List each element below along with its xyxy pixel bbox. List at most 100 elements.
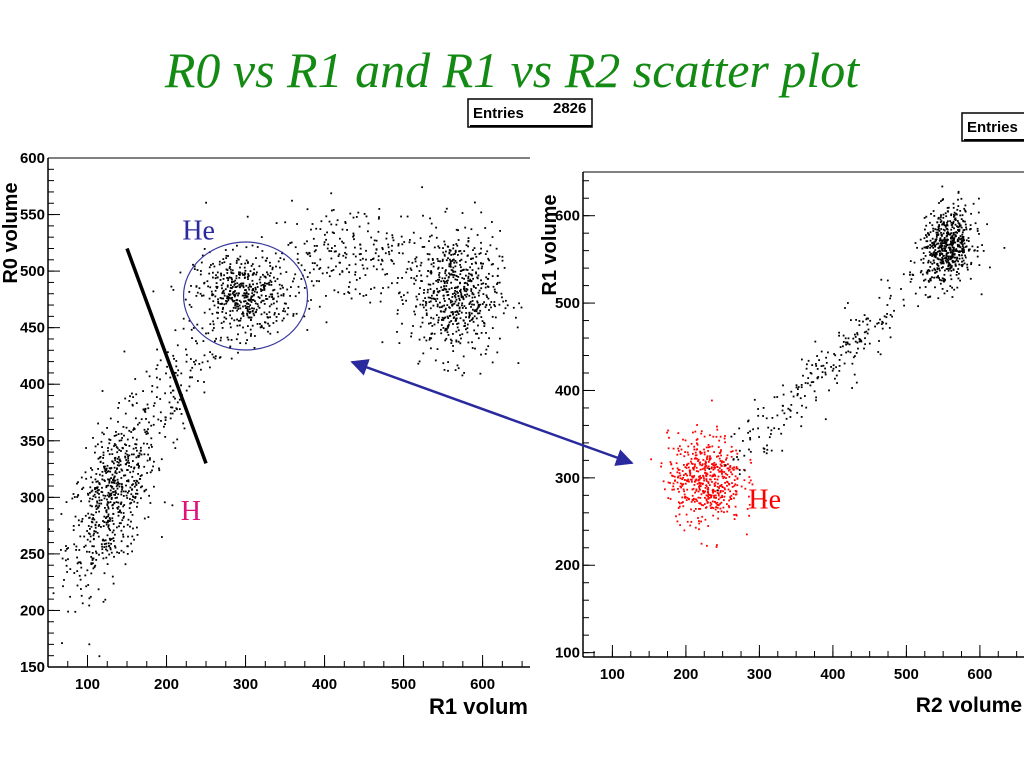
right-scatter-point: [956, 257, 959, 260]
right-scatter-point: [963, 249, 965, 251]
left-scatter-point: [127, 457, 130, 460]
right-scatter-point: [683, 490, 685, 493]
left-scatter-point: [306, 276, 309, 278]
left-scatter-point: [203, 381, 205, 383]
right-scatter-point: [690, 458, 693, 460]
left-scatter-point: [235, 260, 238, 262]
right-scatter-point: [717, 498, 720, 501]
left-scatter-point: [432, 265, 435, 268]
left-scatter-point: [113, 445, 115, 447]
left-scatter-point: [244, 289, 246, 291]
right-scatter-point: [924, 278, 927, 281]
left-scatter-point: [76, 562, 79, 565]
right-scatter-point: [801, 404, 803, 407]
left-scatter-point: [139, 449, 142, 452]
left-scatter-point: [132, 447, 135, 450]
left-scatter-point: [413, 277, 416, 280]
left-scatter-point: [460, 337, 462, 340]
left-scatter-point: [297, 285, 300, 288]
right-scatter-point: [927, 233, 930, 236]
left-scatter-point: [151, 390, 153, 393]
left-scatter-point: [205, 201, 207, 204]
left-scatter-point: [102, 538, 104, 541]
left-scatter-point: [103, 543, 106, 545]
right-scatter-point: [957, 268, 960, 270]
left-scatter-point: [318, 268, 321, 270]
left-scatter-point: [201, 361, 204, 364]
left-annotation-h: H: [181, 496, 201, 527]
left-y-tick-label: 200: [20, 602, 45, 619]
left-scatter-point: [101, 446, 103, 448]
left-scatter-point: [242, 285, 245, 287]
left-scatter-point: [479, 252, 482, 254]
left-scatter-point: [172, 441, 175, 444]
left-scatter-point: [118, 402, 120, 404]
left-scatter-point: [464, 294, 466, 296]
left-scatter-point: [414, 279, 417, 282]
right-scatter-point: [728, 476, 731, 478]
right-scatter-point: [961, 257, 964, 260]
left-scatter-point: [193, 265, 196, 268]
left-scatter-point: [214, 277, 217, 280]
left-scatter-point: [298, 291, 300, 294]
left-scatter-point: [425, 309, 428, 312]
left-scatter-point: [289, 242, 292, 244]
left-scatter-point: [440, 328, 442, 331]
right-scatter-point: [925, 246, 928, 248]
right-scatter-point: [847, 337, 850, 340]
left-scatter-point: [338, 273, 341, 276]
left-scatter-point: [357, 211, 360, 214]
left-scatter-point: [243, 300, 245, 303]
left-scatter-point: [263, 311, 266, 314]
right-scatter-point: [958, 229, 961, 232]
left-scatter-point: [133, 428, 136, 430]
right-scatter-point: [855, 319, 857, 321]
right-scatter-point: [727, 504, 730, 507]
left-scatter-point: [475, 317, 478, 320]
right-scatter-point: [961, 245, 964, 247]
left-scatter-point: [494, 316, 497, 319]
left-scatter-point: [218, 260, 221, 263]
left-scatter-point: [348, 271, 350, 274]
left-scatter-point: [77, 561, 80, 564]
left-scatter-point: [207, 285, 209, 288]
right-scatter-point: [927, 269, 930, 271]
left-scatter-point: [459, 264, 461, 266]
left-scatter-point: [125, 444, 127, 446]
right-scatter-point: [719, 502, 721, 505]
left-scatter-point: [277, 260, 280, 263]
left-scatter-point: [447, 326, 449, 329]
right-scatter-point: [952, 202, 955, 205]
right-scatter-point: [931, 237, 934, 240]
left-scatter-point: [124, 456, 127, 459]
left-scatter-point: [472, 321, 475, 323]
right-scatter-point: [960, 250, 963, 253]
left-scatter-point: [458, 307, 461, 310]
left-scatter-point: [127, 535, 129, 538]
left-scatter-point: [276, 278, 279, 280]
right-scatter-point: [851, 362, 854, 365]
right-scatter-point: [929, 254, 931, 256]
left-scatter-point: [269, 261, 271, 264]
right-scatter-point: [711, 399, 713, 402]
right-scatter-point: [949, 285, 952, 287]
right-scatter-point: [949, 233, 951, 236]
left-scatter-point: [171, 406, 174, 409]
left-scatter-point: [461, 277, 464, 279]
left-scatter-point: [460, 294, 463, 297]
left-scatter-point: [143, 428, 146, 431]
left-scatter-point: [467, 284, 469, 286]
left-scatter-point: [91, 552, 94, 554]
left-scatter-point: [226, 297, 228, 300]
left-scatter-point: [439, 301, 441, 304]
left-scatter-point: [442, 327, 445, 329]
left-scatter-point: [375, 239, 378, 242]
right-scatter-point: [710, 507, 712, 509]
right-scatter-point: [952, 232, 955, 235]
right-scatter-point: [925, 215, 928, 218]
right-scatter-point: [941, 223, 944, 226]
left-scatter-point: [480, 353, 482, 356]
left-scatter-point: [428, 253, 431, 256]
left-scatter-point: [129, 511, 132, 514]
left-scatter-point: [338, 253, 341, 256]
